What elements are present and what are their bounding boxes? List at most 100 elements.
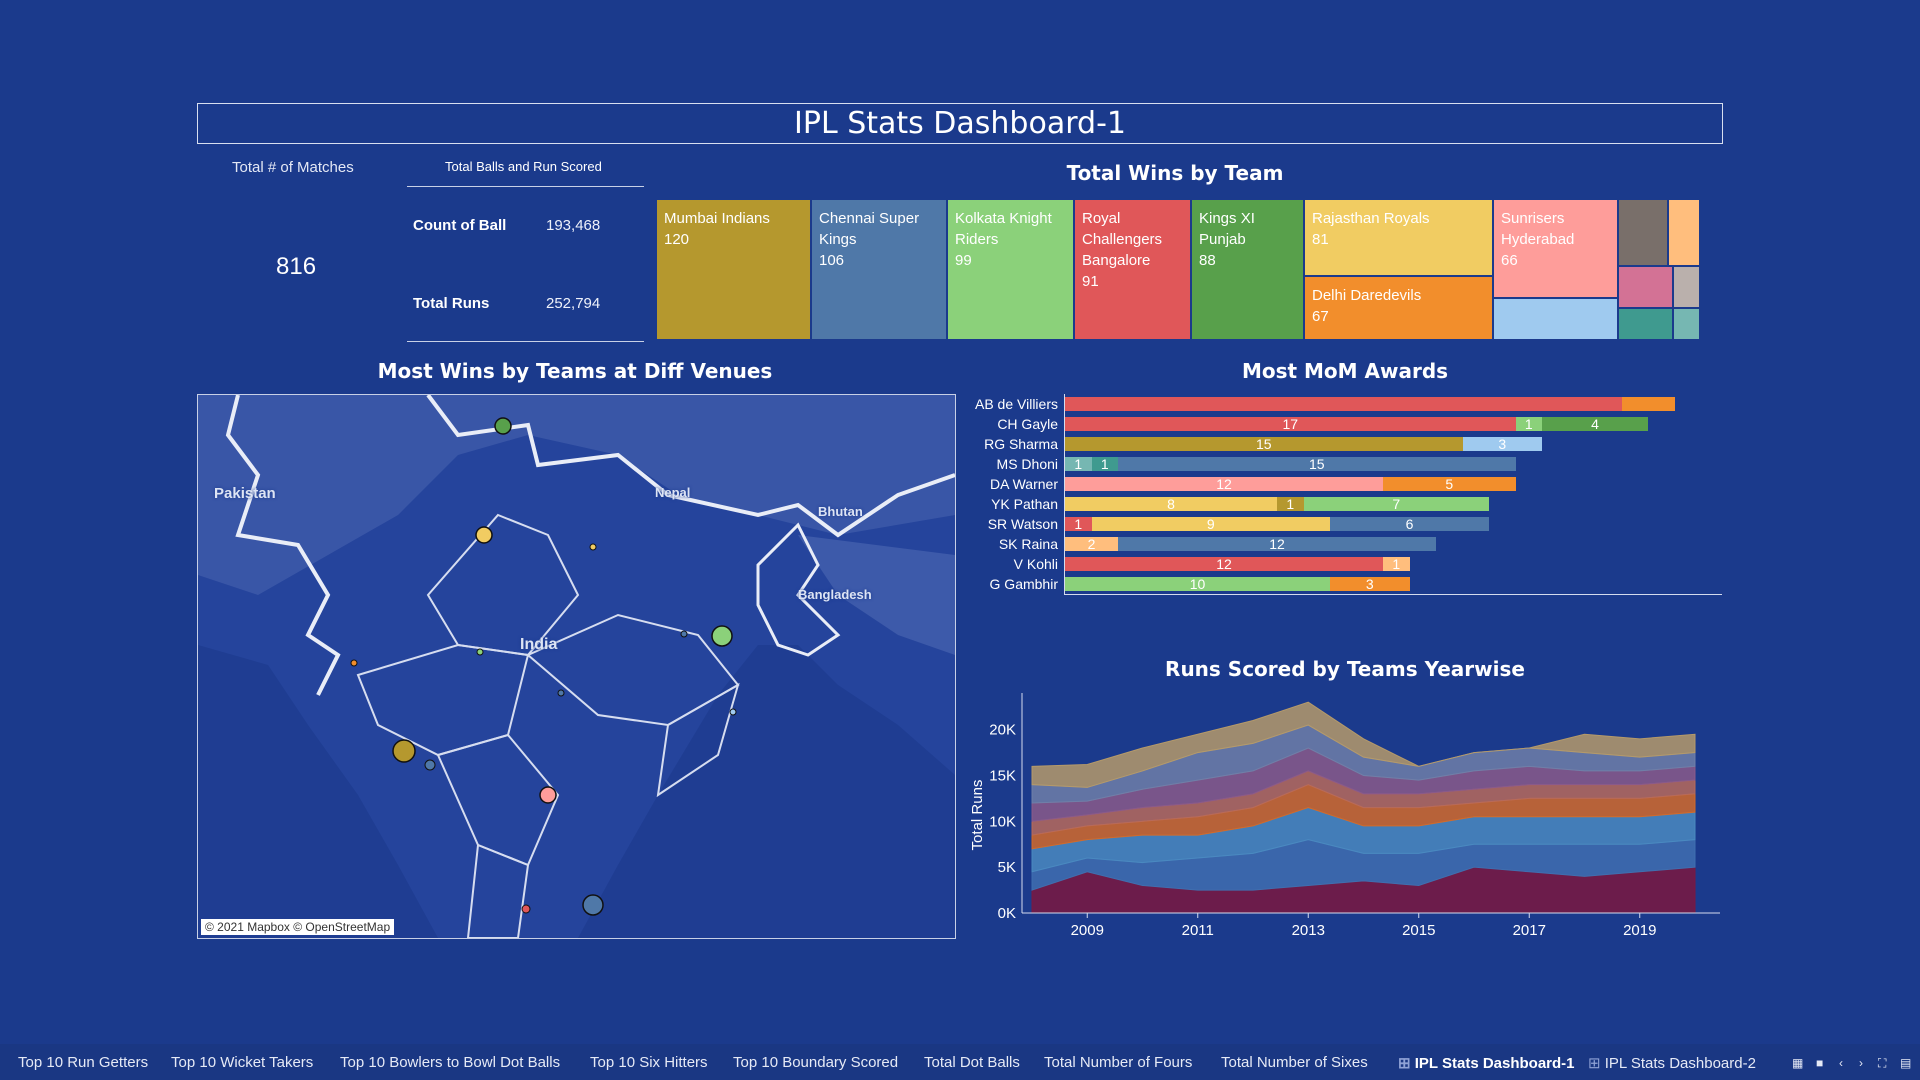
mom-bar-segment[interactable]: 7 [1303, 497, 1489, 511]
venue-marker[interactable] [392, 739, 416, 763]
fullscreen-icon[interactable]: ■ [1816, 1056, 1824, 1070]
bay-of-bengal [578, 645, 955, 938]
mom-bar-segment[interactable] [1621, 397, 1675, 411]
venue-marker[interactable] [589, 543, 597, 551]
venue-marker[interactable] [475, 526, 493, 544]
mom-bar-segment[interactable]: 15 [1065, 437, 1463, 451]
venue-marker[interactable] [557, 689, 565, 697]
tile-small-team[interactable] [1618, 199, 1668, 266]
mom-bar-segment[interactable]: 1 [1277, 497, 1304, 511]
mom-bar-segment[interactable]: 3 [1462, 437, 1542, 451]
venue-marker[interactable] [680, 630, 688, 638]
mom-bar-segment[interactable]: 2 [1065, 537, 1118, 551]
x-tick-label: 2019 [1623, 922, 1656, 939]
mom-bar-segment[interactable] [1065, 397, 1622, 411]
sheet-list-icon[interactable]: ▤ [1900, 1056, 1912, 1070]
tile-sunrisers-hyderabad[interactable]: Sunrisers Hyderabad 66 [1493, 199, 1618, 298]
mom-bar-segment[interactable]: 9 [1091, 517, 1330, 531]
mom-bar-segment[interactable]: 1 [1065, 517, 1092, 531]
tile-wins: 91 [1082, 273, 1099, 290]
tile-chennai-super-kings[interactable]: Chennai Super Kings 106 [811, 199, 947, 340]
mom-title: Most MoM Awards [1241, 359, 1449, 383]
mom-bar-segment[interactable]: 5 [1383, 477, 1516, 491]
tab-top-10-run-getters[interactable]: Top 10 Run Getters [18, 1054, 149, 1071]
mom-bar-segment[interactable]: 12 [1065, 477, 1383, 491]
tile-royal-challengers-bangalore[interactable]: Royal Challengers Bangalore 91 [1074, 199, 1191, 340]
mom-bar-segment[interactable]: 12 [1065, 557, 1383, 571]
y-tick-label: 20K [989, 722, 1016, 739]
tile-kings-xi-punjab[interactable]: Kings XI Punjab 88 [1191, 199, 1304, 340]
venue-marker[interactable] [476, 648, 484, 656]
tile-wins: 81 [1312, 231, 1329, 248]
state-border [656, 682, 740, 798]
tab-ipl-stats-dashboard-2[interactable]: ⊞ IPL Stats Dashboard-2 [1588, 1054, 1756, 1072]
divider-bottom [407, 341, 644, 342]
mom-bar-segment[interactable]: 15 [1118, 457, 1516, 471]
venue-marker[interactable] [729, 708, 737, 716]
northeast-region [798, 535, 955, 655]
tile-small-team[interactable] [1493, 298, 1618, 340]
map-attribution[interactable]: © 2021 Mapbox © OpenStreetMap [201, 919, 395, 935]
tile-small-team[interactable] [1673, 308, 1700, 340]
venue-marker[interactable] [539, 786, 557, 804]
tab-top-10-boundary-scored[interactable]: Top 10 Boundary Scored [733, 1054, 899, 1071]
x-tick-label: 2015 [1402, 922, 1435, 939]
venue-marker[interactable] [350, 659, 358, 667]
venue-marker[interactable] [424, 759, 436, 771]
venue-marker[interactable] [711, 625, 733, 647]
tile-team: Chennai Super Kings [819, 210, 920, 248]
venue-marker[interactable] [521, 904, 531, 914]
sheet-icon: ⊞ [1588, 1055, 1605, 1072]
tile-delhi-daredevils[interactable]: Delhi Daredevils 67 [1304, 276, 1493, 340]
expand-icon[interactable]: ⛶ [1878, 1056, 1887, 1070]
map-label-india: India [520, 636, 558, 653]
mom-bar-segment[interactable]: 12 [1118, 537, 1436, 551]
tile-small-team[interactable] [1618, 266, 1673, 308]
mom-bar-segment[interactable]: 1 [1515, 417, 1542, 431]
tab-total-dot-balls[interactable]: Total Dot Balls [924, 1054, 1020, 1071]
tile-small-team[interactable] [1618, 308, 1673, 340]
runs-area-chart[interactable]: Total Runs 0K 5K 10K 15K 20K 2009 2011 2013 2015… [960, 685, 1730, 945]
mom-bar-segment[interactable]: 1 [1091, 457, 1118, 471]
tile-wins: 120 [664, 231, 690, 248]
mom-bar-segment[interactable]: 8 [1065, 497, 1277, 511]
tile-small-team[interactable] [1673, 266, 1700, 308]
tab-total-number-of-fours[interactable]: Total Number of Fours [1044, 1054, 1193, 1071]
tile-team: Royal Challengers Bangalore [1082, 210, 1163, 269]
mom-player-name: SR Watson [987, 516, 1058, 532]
tile-wins: 66 [1501, 252, 1518, 269]
mom-bar-segment[interactable]: 3 [1330, 577, 1410, 591]
tab-top-10-six-hitters[interactable]: Top 10 Six Hitters [590, 1054, 708, 1071]
tile-rajasthan-royals[interactable]: Rajasthan Royals 81 [1304, 199, 1493, 276]
tile-team: Sunrisers Hyderabad [1501, 210, 1575, 248]
venue-marker[interactable] [582, 894, 604, 916]
tab-total-number-of-sixes[interactable]: Total Number of Sixes [1221, 1054, 1368, 1071]
mom-player-name: G Gambhir [989, 576, 1058, 592]
mom-bar-segment[interactable]: 6 [1330, 517, 1489, 531]
tile-wins: 106 [819, 252, 845, 269]
mom-bar-segment[interactable]: 10 [1065, 577, 1330, 591]
area-series[interactable] [1031, 701, 1696, 788]
tile-kolkata-knight-riders[interactable]: Kolkata Knight Riders 99 [947, 199, 1074, 340]
nav-next-icon[interactable]: › [1859, 1056, 1863, 1070]
count-of-ball-value: 193,468 [546, 217, 601, 234]
mom-bar-segment[interactable]: 4 [1542, 417, 1648, 431]
mom-bar-segment[interactable]: 17 [1065, 417, 1516, 431]
tile-mumbai-indians[interactable]: Mumbai Indians 120 [656, 199, 811, 340]
tile-small-team[interactable] [1668, 199, 1700, 266]
tab-ipl-stats-dashboard-1[interactable]: ⊞ IPL Stats Dashboard-1 [1398, 1054, 1575, 1072]
tab-top-10-bowlers-dot-balls[interactable]: Top 10 Bowlers to Bowl Dot Balls [340, 1054, 561, 1071]
tile-team: Kolkata Knight Riders [955, 210, 1052, 248]
sheet-tab-bar: Top 10 Run Getters Top 10 Wicket Takers … [0, 1044, 1920, 1080]
count-of-ball-label: Count of Ball [413, 217, 507, 234]
venue-marker[interactable] [494, 417, 512, 435]
state-border [466, 843, 530, 938]
map-canvas[interactable] [198, 395, 955, 938]
grid-icon[interactable]: ▦ [1792, 1056, 1804, 1070]
nav-prev-icon[interactable]: ‹ [1839, 1056, 1843, 1070]
venue-map[interactable]: Pakistan Nepal Bhutan Bangladesh India ©… [197, 394, 956, 939]
tab-top-10-wicket-takers[interactable]: Top 10 Wicket Takers [171, 1054, 314, 1071]
mom-player-name: AB de Villiers [974, 396, 1058, 412]
mom-bar-segment[interactable]: 1 [1065, 457, 1092, 471]
mom-bar-segment[interactable]: 1 [1383, 557, 1410, 571]
